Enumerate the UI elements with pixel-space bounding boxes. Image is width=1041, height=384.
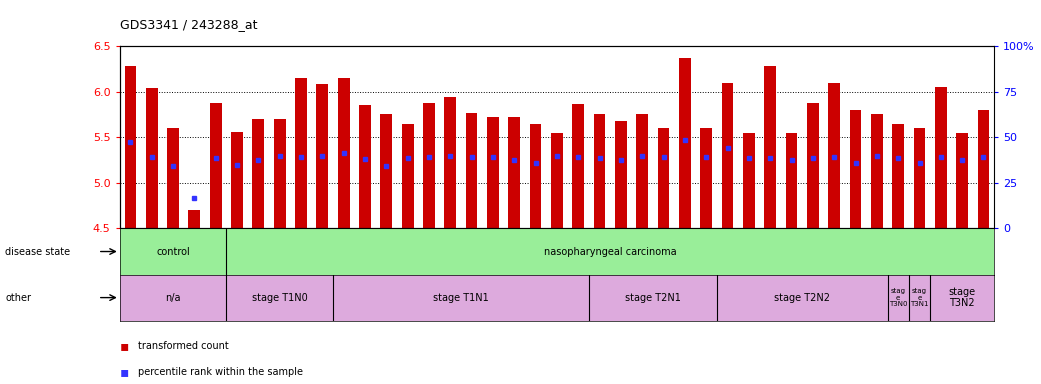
Bar (445, 97, 456, 228)
Bar (333, 275, 589, 321)
Bar (508, 117, 520, 228)
Bar (909, 275, 931, 321)
Bar (296, 78, 307, 228)
Bar (593, 114, 606, 228)
Text: GDS3341 / 243288_at: GDS3341 / 243288_at (120, 18, 257, 31)
Bar (935, 87, 946, 228)
Bar (977, 110, 989, 228)
Bar (168, 128, 179, 228)
Bar (914, 128, 925, 228)
Bar (786, 133, 797, 228)
Bar (679, 58, 691, 228)
Bar (120, 275, 226, 321)
Bar (487, 117, 499, 228)
Bar (849, 110, 861, 228)
Text: ▪: ▪ (120, 366, 129, 379)
Text: nasopharyngeal carcinoma: nasopharyngeal carcinoma (544, 247, 677, 257)
Bar (226, 228, 994, 275)
Bar (188, 210, 200, 228)
Bar (892, 124, 904, 228)
Text: stage T2N1: stage T2N1 (625, 293, 681, 303)
Bar (551, 133, 563, 228)
Bar (764, 66, 777, 228)
Text: n/a: n/a (166, 293, 181, 303)
Text: stag
e
T3N0: stag e T3N0 (889, 288, 908, 307)
Bar (423, 103, 435, 228)
Bar (316, 84, 328, 228)
Bar (120, 228, 226, 275)
Bar (573, 104, 584, 228)
Bar (658, 128, 669, 228)
Bar (807, 103, 818, 228)
Bar (701, 128, 712, 228)
Bar (589, 275, 717, 321)
Text: stage T1N0: stage T1N0 (252, 293, 307, 303)
Bar (402, 124, 413, 228)
Text: stage T2N2: stage T2N2 (775, 293, 831, 303)
Bar (957, 133, 968, 228)
Text: stage T1N1: stage T1N1 (433, 293, 489, 303)
Bar (465, 113, 478, 228)
Text: other: other (5, 293, 31, 303)
Bar (210, 103, 222, 228)
Bar (125, 66, 136, 228)
Text: disease state: disease state (5, 247, 71, 257)
Bar (146, 88, 157, 228)
Bar (231, 132, 243, 228)
Bar (829, 83, 840, 228)
Text: percentile rank within the sample: percentile rank within the sample (138, 367, 304, 377)
Bar (717, 275, 888, 321)
Text: transformed count: transformed count (138, 341, 229, 351)
Bar (253, 119, 264, 228)
Bar (743, 133, 755, 228)
Bar (721, 83, 734, 228)
Bar (888, 275, 909, 321)
Text: control: control (156, 247, 189, 257)
Bar (359, 105, 371, 228)
Bar (636, 114, 649, 228)
Text: stag
e
T3N1: stag e T3N1 (910, 288, 929, 307)
Bar (871, 114, 883, 228)
Bar (615, 121, 627, 228)
Bar (337, 78, 350, 228)
Bar (530, 124, 541, 228)
Bar (931, 275, 994, 321)
Text: ▪: ▪ (120, 339, 129, 353)
Bar (274, 119, 285, 228)
Bar (226, 275, 333, 321)
Text: stage
T3N2: stage T3N2 (948, 287, 975, 308)
Bar (380, 114, 392, 228)
